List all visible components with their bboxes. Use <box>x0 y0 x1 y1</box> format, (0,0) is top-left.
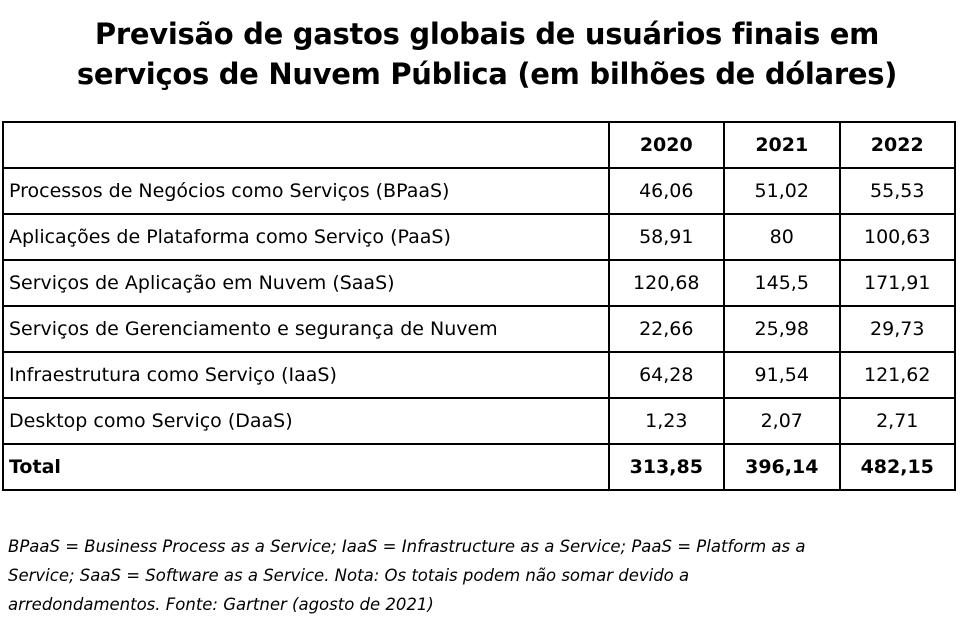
row-label: Processos de Negócios como Serviços (BPa… <box>2 167 610 215</box>
table-row: Aplicações de Plataforma como Serviço (P… <box>2 213 956 261</box>
value-cell: 100,63 <box>838 213 956 261</box>
value-cell: 51,02 <box>723 167 841 215</box>
value-cell: 29,73 <box>838 305 956 353</box>
table-row: Serviços de Gerenciamento e segurança de… <box>2 305 956 353</box>
value-cell: 2,07 <box>723 397 841 445</box>
footnote-line-1: BPaaS = Business Process as a Service; I… <box>8 537 806 556</box>
value-cell: 25,98 <box>723 305 841 353</box>
row-label: Desktop como Serviço (DaaS) <box>2 397 610 445</box>
value-cell: 80 <box>723 213 841 261</box>
header-blank-cell <box>2 121 610 169</box>
header-year-cell: 2022 <box>838 121 956 169</box>
spending-table: 2020 2021 2022 Processos de Negócios como … <box>2 121 956 491</box>
value-cell: 120,68 <box>607 259 726 307</box>
value-cell: 313,85 <box>607 443 726 491</box>
footnote: BPaaS = Business Process as a Service; I… <box>8 532 958 619</box>
title-line-2: serviços de Nuvem Pública (em bilhões de… <box>76 57 898 91</box>
row-label: Serviços de Gerenciamento e segurança de… <box>2 305 610 353</box>
table-row: Infraestrutura como Serviço (IaaS) 64,28 9… <box>2 351 956 399</box>
row-label: Aplicações de Plataforma como Serviço (P… <box>2 213 610 261</box>
header-year-cell: 2020 <box>607 121 726 169</box>
value-cell: 64,28 <box>607 351 726 399</box>
table-row: Desktop como Serviço (DaaS) 1,23 2,07 2,71 <box>2 397 956 445</box>
value-cell: 2,71 <box>838 397 956 445</box>
total-row: Total 313,85 396,14 482,15 <box>2 443 956 491</box>
value-cell: 91,54 <box>723 351 841 399</box>
title-line-1: Previsão de gastos globais de usuários f… <box>94 17 880 51</box>
value-cell: 55,53 <box>838 167 956 215</box>
header-year-cell: 2021 <box>723 121 841 169</box>
value-cell: 482,15 <box>838 443 956 491</box>
page-title: Previsão de gastos globais de usuários f… <box>0 14 974 94</box>
value-cell: 1,23 <box>607 397 726 445</box>
value-cell: 145,5 <box>723 259 841 307</box>
value-cell: 46,06 <box>607 167 726 215</box>
value-cell: 171,91 <box>838 259 956 307</box>
table-row: Serviços de Aplicação em Nuvem (SaaS) 120… <box>2 259 956 307</box>
header-row: 2020 2021 2022 <box>2 121 956 169</box>
value-cell: 121,62 <box>838 351 956 399</box>
value-cell: 58,91 <box>607 213 726 261</box>
table-row: Processos de Negócios como Serviços (BPa… <box>2 167 956 215</box>
footnote-line-3: arredondamentos. Fonte: Gartner (agosto … <box>8 595 434 614</box>
value-cell: 22,66 <box>607 305 726 353</box>
row-label: Serviços de Aplicação em Nuvem (SaaS) <box>2 259 610 307</box>
footnote-line-2: Service; SaaS = Software as a Service. N… <box>8 566 690 585</box>
row-label: Infraestrutura como Serviço (IaaS) <box>2 351 610 399</box>
value-cell: 396,14 <box>723 443 841 491</box>
row-label: Total <box>2 443 610 491</box>
